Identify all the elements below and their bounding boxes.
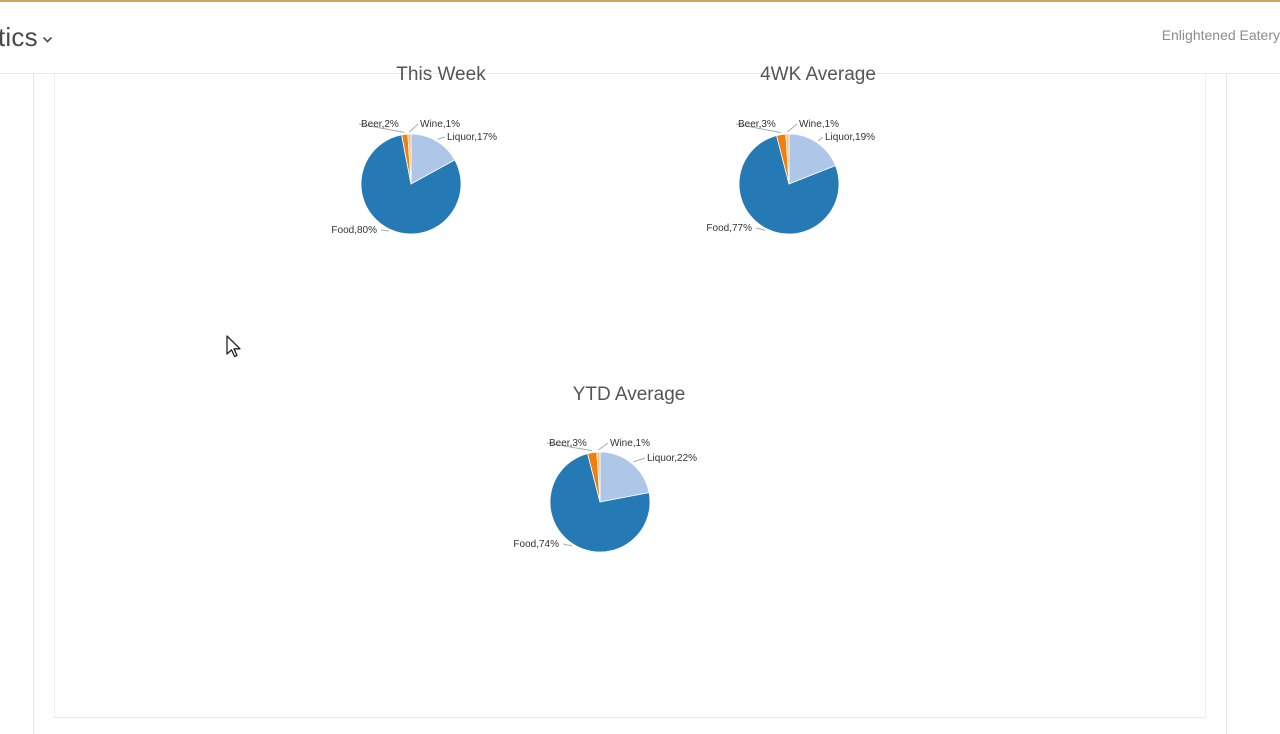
section-dropdown-menu[interactable]: tics — [0, 22, 53, 53]
pie-leader-food-4wk-average — [755, 227, 766, 231]
pie-leader-beer-ytd-average — [546, 442, 592, 452]
pie-slice-wine-this-week[interactable] — [407, 133, 412, 185]
pie-leader-liquor-ytd-average — [632, 457, 646, 463]
pie-leader-beer-4wk-average — [735, 123, 781, 134]
pie-label-liquor-this-week: Liquor,17% — [447, 132, 497, 143]
pie-slice-liquor-4wk-average[interactable] — [788, 133, 837, 185]
dashboard-panel — [33, 74, 1227, 734]
pie-slice-food-4wk-average[interactable] — [738, 135, 840, 235]
pie-label-beer-this-week: Beer,2% — [361, 119, 399, 130]
pie-label-food-ytd-average: Food,74% — [513, 539, 559, 550]
pie-slice-wine-4wk-average[interactable] — [785, 133, 790, 185]
organization-name[interactable]: Enlightened Eatery — [1161, 27, 1280, 43]
pie-slice-liquor-this-week[interactable] — [410, 133, 456, 185]
pie-leader-wine-4wk-average — [787, 123, 798, 133]
chart-title-this-week: This Week — [396, 64, 486, 85]
pie-leader-wine-ytd-average — [598, 442, 609, 451]
pie-leader-wine-this-week — [409, 123, 419, 133]
pie-leader-beer-this-week — [358, 123, 405, 133]
pie-slice-wine-ytd-average[interactable] — [596, 451, 601, 503]
chevron-down-icon — [42, 36, 52, 43]
pie-leader-liquor-4wk-average — [817, 136, 824, 142]
pie-leader-food-ytd-average — [562, 543, 573, 547]
chart-title-4wk-average: 4WK Average — [760, 64, 876, 85]
pie-label-liquor-ytd-average: Liquor,22% — [647, 453, 697, 464]
pie-label-food-this-week: Food,80% — [331, 225, 377, 236]
pie-slice-food-this-week[interactable] — [360, 134, 462, 235]
pie-label-beer-ytd-average: Beer,3% — [549, 438, 587, 449]
pie-leader-liquor-this-week — [437, 136, 446, 140]
chart-title-ytd-average: YTD Average — [572, 384, 686, 405]
section-dropdown-label: tics — [0, 22, 38, 52]
pie-label-beer-4wk-average: Beer,3% — [738, 119, 776, 130]
pie-slice-food-ytd-average[interactable] — [549, 453, 651, 553]
pie-label-liquor-4wk-average: Liquor,19% — [825, 132, 875, 143]
pie-label-wine-this-week: Wine,1% — [420, 119, 460, 130]
pie-label-wine-4wk-average: Wine,1% — [799, 119, 839, 130]
pie-label-food-4wk-average: Food,77% — [706, 223, 752, 234]
pie-leader-food-this-week — [380, 229, 389, 232]
top-header: tics Enlightened Eatery — [0, 2, 1280, 74]
sales-mix-chart-area — [54, 74, 1206, 718]
mouse-pointer-icon — [226, 335, 241, 358]
pie-label-wine-ytd-average: Wine,1% — [610, 438, 650, 449]
header-accent-line — [0, 0, 1280, 2]
pie-slice-liquor-ytd-average[interactable] — [599, 451, 650, 503]
